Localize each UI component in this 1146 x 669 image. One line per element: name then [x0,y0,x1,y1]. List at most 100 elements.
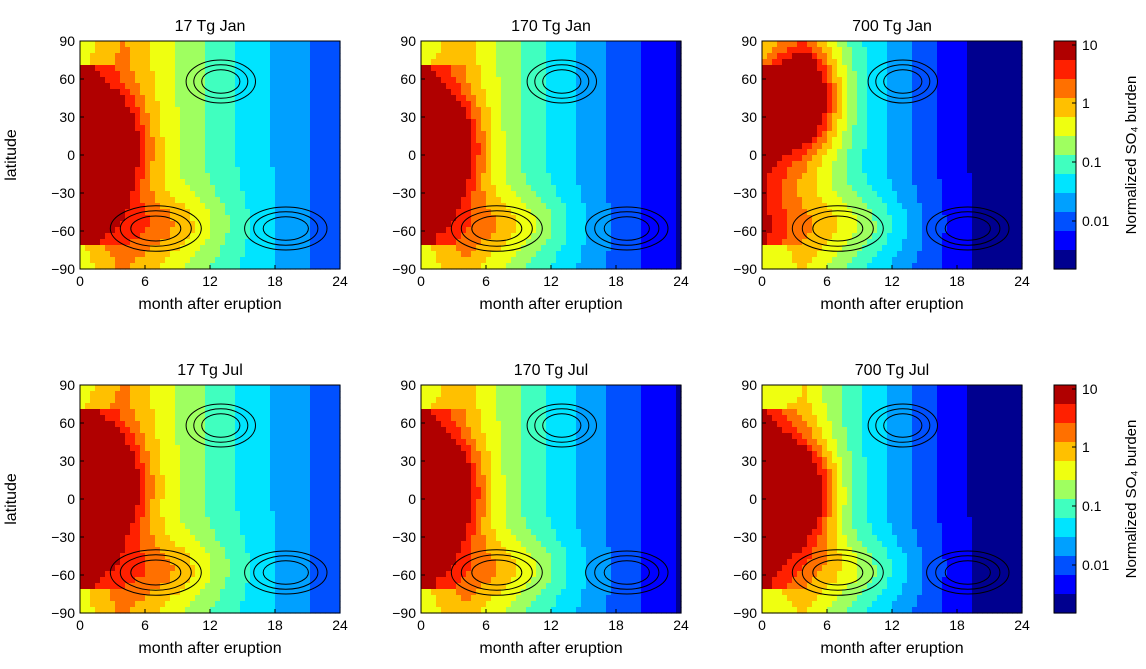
heatmap-cell [290,173,296,180]
heatmap-cell [446,257,452,264]
heatmap-cell [230,233,236,240]
heatmap-cell [205,41,211,48]
heatmap-cell [105,107,111,114]
heatmap-cell [210,149,216,156]
heatmap-cell [847,113,853,120]
heatmap-cell [325,215,331,222]
heatmap-cell [651,41,657,48]
heatmap-cell [787,65,793,72]
heatmap-cell [165,71,171,78]
heatmap-cell [601,119,607,126]
heatmap-cell [656,83,662,90]
heatmap-cell [481,161,487,168]
heatmap-cell [847,47,853,54]
heatmap-cell [526,83,532,90]
heatmap-cell [310,251,316,258]
heatmap-cell [862,179,868,186]
heatmap-cell [611,101,617,108]
heatmap-cell [456,47,462,54]
heatmap-cell [200,239,206,246]
heatmap-cell [541,245,547,252]
heatmap-cell [456,71,462,78]
heatmap-cell [295,173,301,180]
heatmap-cell [611,77,617,84]
heatmap-cell [305,185,311,192]
heatmap-cell [556,197,562,204]
heatmap-cell [621,263,627,270]
heatmap-cell [95,41,101,48]
heatmap-cell [626,65,632,72]
heatmap-cell [335,107,341,114]
heatmap-cell [496,227,502,234]
heatmap-cell [210,227,216,234]
heatmap-cell [295,167,301,174]
heatmap-cell [516,89,522,96]
heatmap-cell [245,245,251,252]
heatmap-cell [626,119,632,126]
heatmap-cell [531,131,537,138]
heatmap-cell [130,137,136,144]
heatmap-cell [100,233,106,240]
heatmap-cell [812,41,818,48]
heatmap-cell [175,257,181,264]
heatmap-cell [762,251,768,258]
heatmap-cell [205,149,211,156]
heatmap-cell [230,131,236,138]
heatmap-cell [661,185,667,192]
heatmap-cell [335,221,341,228]
heatmap-cell [426,191,432,198]
heatmap-cell [476,47,482,54]
heatmap-cell [150,185,156,192]
heatmap-cell [561,239,567,246]
heatmap-cell [175,233,181,240]
heatmap-cell [95,71,101,78]
heatmap-cell [591,239,597,246]
heatmap-cell [536,203,542,210]
heatmap-cell [85,203,91,210]
heatmap-cell [260,119,266,126]
heatmap-cell [135,119,141,126]
heatmap-cell [641,179,647,186]
heatmap-cell [90,233,96,240]
heatmap-cell [581,263,587,270]
heatmap-cell [220,71,226,78]
heatmap-cell [847,71,853,78]
heatmap-cell [792,71,798,78]
heatmap-cell [516,215,522,222]
heatmap-cell [471,161,477,168]
heatmap-cell [496,83,502,90]
heatmap-cell [827,173,833,180]
heatmap-cell [581,251,587,258]
heatmap-cell [546,233,552,240]
heatmap-cell [526,53,532,60]
heatmap-cell [165,143,171,150]
heatmap-cell [325,71,331,78]
heatmap-cell [90,197,96,204]
heatmap-cell [215,65,221,72]
heatmap-cell [551,119,557,126]
heatmap-cell [491,197,497,204]
heatmap-cell [496,185,502,192]
heatmap-cell [516,143,522,150]
heatmap-cell [531,173,537,180]
heatmap-cell [586,41,592,48]
heatmap-cell [586,209,592,216]
heatmap-cell [586,47,592,54]
heatmap-cell [165,245,171,252]
heatmap-cell [546,179,552,186]
y-tick-label: 60 [400,71,416,87]
heatmap-cell [877,155,883,162]
heatmap-cell [777,125,783,132]
heatmap-cell [566,209,572,216]
heatmap-cell [857,209,863,216]
heatmap-cell [651,227,657,234]
heatmap-cell [591,215,597,222]
heatmap-cell [541,131,547,138]
heatmap-cell [330,71,336,78]
heatmap-cell [812,95,818,102]
heatmap-cell [646,245,652,252]
heatmap-cell [431,227,437,234]
heatmap-cell [300,251,306,258]
heatmap-cell [95,47,101,54]
heatmap-cell [150,137,156,144]
